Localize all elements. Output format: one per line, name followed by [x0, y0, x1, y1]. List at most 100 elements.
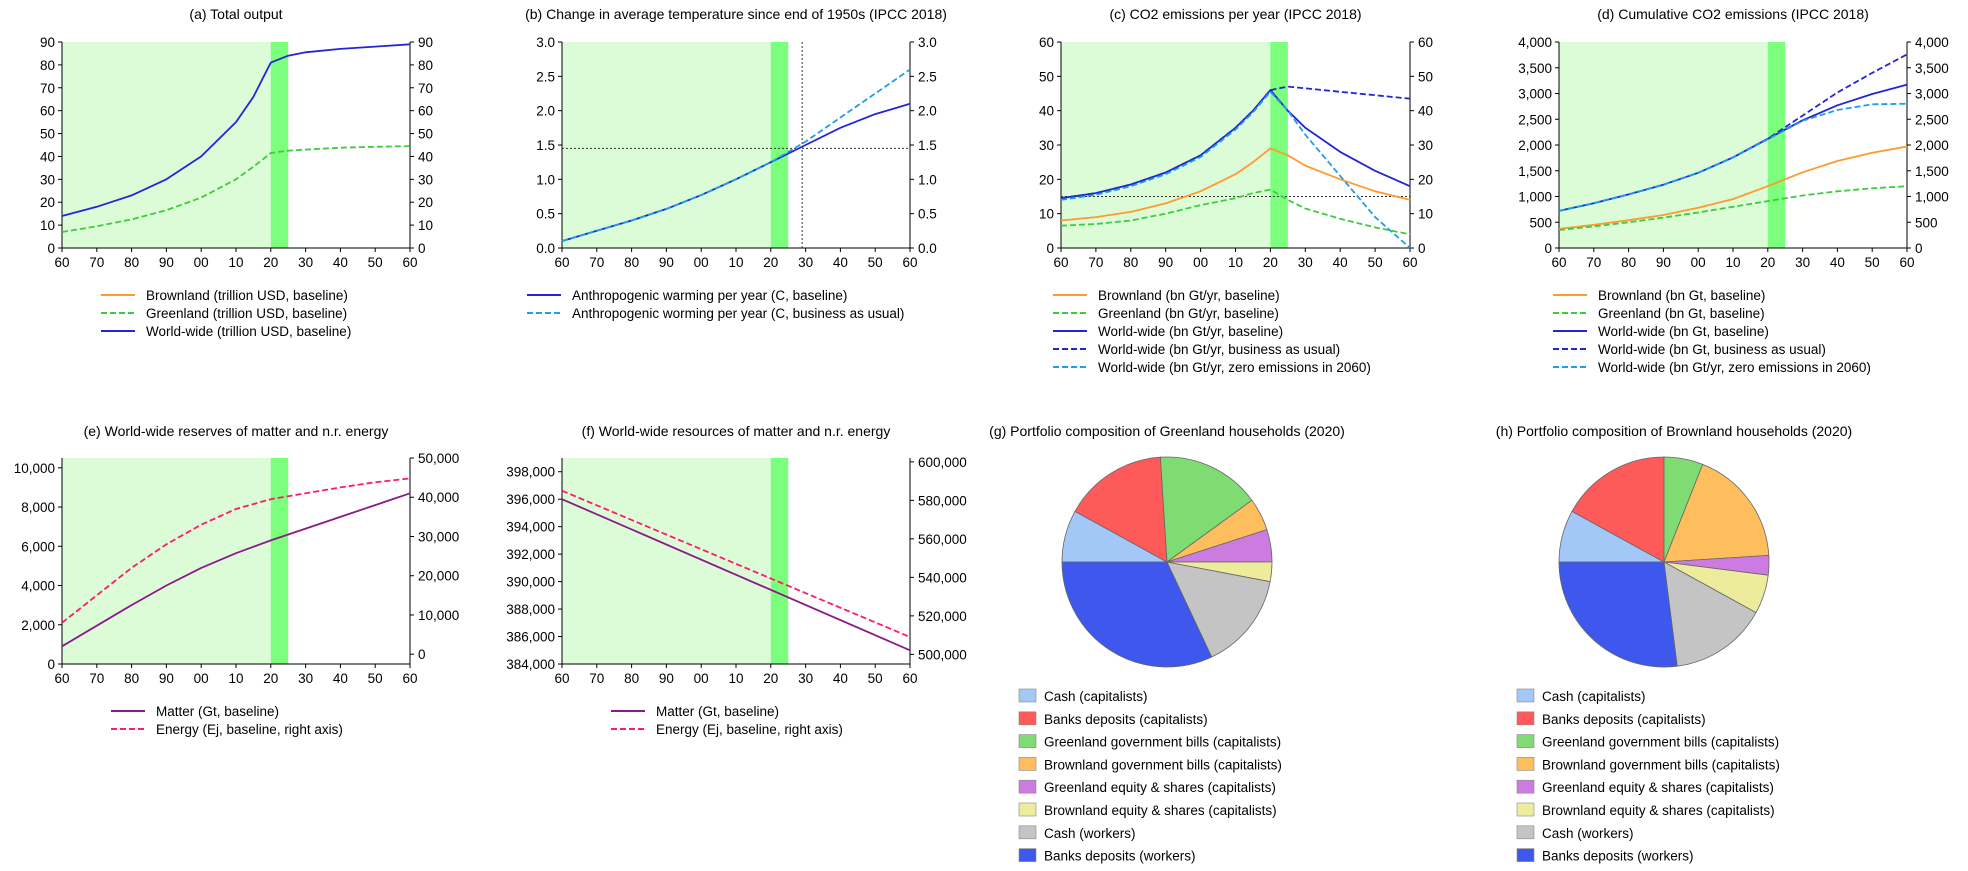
- x-tick-label: 20: [263, 255, 278, 270]
- x-tick-label: 70: [89, 255, 104, 270]
- y-tick-label: 396,000: [506, 492, 555, 507]
- legend-label: Greenland government bills (capitalists): [1542, 735, 1779, 750]
- legend-label: Matter (Gt, baseline): [656, 704, 779, 719]
- x-tick-label: 50: [1368, 255, 1383, 270]
- y-tick-label-right: 600,000: [918, 455, 967, 470]
- chart-title-b: (b) Change in average temperature since …: [525, 6, 947, 22]
- series-line-blue-solid: [61, 43, 411, 217]
- y-tick-label-right: 20: [1418, 172, 1433, 187]
- x-tick-label: 90: [159, 255, 174, 270]
- x-tick-label: 20: [263, 671, 278, 686]
- legend-label: Greenland government bills (capitalists): [1044, 735, 1281, 750]
- series-line-green-dashed: [1558, 185, 1908, 231]
- x-tick-label: 00: [194, 255, 209, 270]
- legend-label: Banks deposits (capitalists): [1542, 712, 1706, 727]
- legend-label: Anthropogenic worming per year (C, busin…: [572, 306, 904, 321]
- x-tick-label: 10: [228, 671, 243, 686]
- x-tick-label: 80: [124, 671, 139, 686]
- y-tick-label: 8,000: [21, 500, 55, 515]
- x-tick-label: 60: [1551, 255, 1566, 270]
- y-tick-label-right: 0: [1418, 241, 1426, 256]
- x-tick-label: 00: [694, 255, 709, 270]
- legend-label: World-wide (bn Gt/yr, zero emissions in …: [1598, 360, 1871, 375]
- x-tick-label: 30: [298, 255, 313, 270]
- y-tick-label: 3.0: [536, 35, 555, 50]
- legend-swatch: [1516, 711, 1535, 726]
- pie-slice: [1558, 561, 1678, 668]
- y-tick-label-right: 0: [418, 241, 426, 256]
- x-tick-label: 60: [1402, 255, 1417, 270]
- series-line-green-dashed: [1060, 188, 1411, 236]
- pie-slice: [1663, 561, 1757, 667]
- legend-label: World-wide (bn Gt/yr, business as usual): [1098, 342, 1340, 357]
- legend-label: Banks deposits (workers): [1542, 849, 1694, 864]
- x-tick-label: 10: [728, 671, 743, 686]
- legend-label: World-wide (bn Gt, baseline): [1598, 324, 1769, 339]
- y-tick-label-right: 3.0: [918, 35, 937, 50]
- legend-label: Greenland (bn Gt, baseline): [1598, 306, 1765, 321]
- pie-slice: [1663, 463, 1770, 563]
- y-tick-label-right: 50: [418, 127, 433, 142]
- y-tick-label: 4,000: [1518, 35, 1552, 50]
- legend-swatch: [1018, 734, 1037, 748]
- chart-title-a: (a) Total output: [189, 6, 282, 22]
- y-tick-label-right: 540,000: [918, 570, 967, 585]
- x-tick-label: 30: [798, 255, 813, 270]
- legend-swatch: [1516, 688, 1535, 703]
- x-tick-label: 90: [159, 671, 174, 686]
- x-tick-label: 00: [1691, 255, 1706, 270]
- y-tick-label-right: 40: [1418, 104, 1433, 119]
- x-tick-label: 90: [1158, 255, 1173, 270]
- x-tick-label: 80: [124, 255, 139, 270]
- legend-swatch: [1018, 757, 1037, 771]
- chart-panel-f: (f) World-wide resources of matter and n…: [506, 423, 967, 737]
- y-tick-label: 20: [40, 195, 55, 210]
- y-tick-label-right: 500: [1915, 215, 1938, 230]
- x-tick-label: 80: [624, 255, 639, 270]
- y-tick-label: 1,500: [1518, 164, 1552, 179]
- legend-label: Cash (workers): [1044, 826, 1136, 841]
- x-tick-label: 10: [1228, 255, 1243, 270]
- y-tick-label: 50: [1039, 69, 1054, 84]
- chart-title-f: (f) World-wide resources of matter and n…: [582, 423, 891, 439]
- x-tick-label: 40: [1830, 255, 1845, 270]
- y-tick-label-right: 2,500: [1915, 112, 1949, 127]
- chart-title-h: (h) Portfolio composition of Brownland h…: [1496, 423, 1852, 439]
- legend-swatch: [1516, 734, 1535, 748]
- x-tick-label: 60: [554, 255, 569, 270]
- x-tick-label: 60: [54, 255, 69, 270]
- y-tick-label-right: 560,000: [918, 532, 967, 547]
- y-tick-label-right: 0.5: [918, 207, 937, 222]
- y-tick-label-right: 0: [1915, 241, 1923, 256]
- y-tick-label: 50: [40, 127, 55, 142]
- legend-label: Brownland (bn Gt, baseline): [1598, 288, 1765, 303]
- y-tick-label-right: 50: [1418, 69, 1433, 84]
- legend-label: World-wide (bn Gt/yr, zero emissions in …: [1098, 360, 1371, 375]
- legend-label: Banks deposits (capitalists): [1044, 712, 1208, 727]
- chart-panel-h: (h) Portfolio composition of Brownland h…: [1496, 423, 1852, 864]
- projection-band: [1270, 42, 1288, 248]
- y-tick-label: 10: [1039, 207, 1054, 222]
- y-tick-label: 2.5: [536, 69, 555, 84]
- y-tick-label: 3,500: [1518, 61, 1552, 76]
- y-tick-label-right: 10: [1418, 207, 1433, 222]
- y-tick-label-right: 2.0: [918, 104, 937, 119]
- y-tick-label-right: 580,000: [918, 493, 967, 508]
- projection-band: [270, 42, 289, 248]
- y-tick-label: 500: [1529, 215, 1552, 230]
- x-tick-label: 80: [624, 671, 639, 686]
- y-tick-label: 0: [47, 657, 55, 672]
- pie-slice: [1159, 456, 1253, 563]
- x-tick-label: 50: [368, 255, 383, 270]
- series-line-purple-solid: [561, 498, 911, 652]
- y-tick-label-right: 30: [418, 172, 433, 187]
- y-tick-label: 60: [1039, 35, 1054, 50]
- x-tick-label: 50: [868, 671, 883, 686]
- y-tick-label: 388,000: [506, 602, 555, 617]
- series-line-brown-solid: [1558, 145, 1908, 230]
- x-tick-label: 70: [1586, 255, 1601, 270]
- historical-shade: [62, 458, 289, 664]
- series-line-lightblue-dashed: [561, 68, 911, 242]
